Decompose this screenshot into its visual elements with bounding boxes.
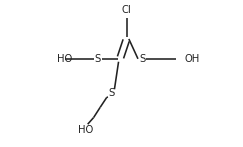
Text: S: S [95,54,101,64]
Text: OH: OH [185,54,200,64]
Text: Cl: Cl [122,5,131,15]
Text: S: S [139,54,145,64]
Text: HO: HO [57,54,72,64]
Text: S: S [108,88,114,98]
Text: HO: HO [78,125,93,135]
